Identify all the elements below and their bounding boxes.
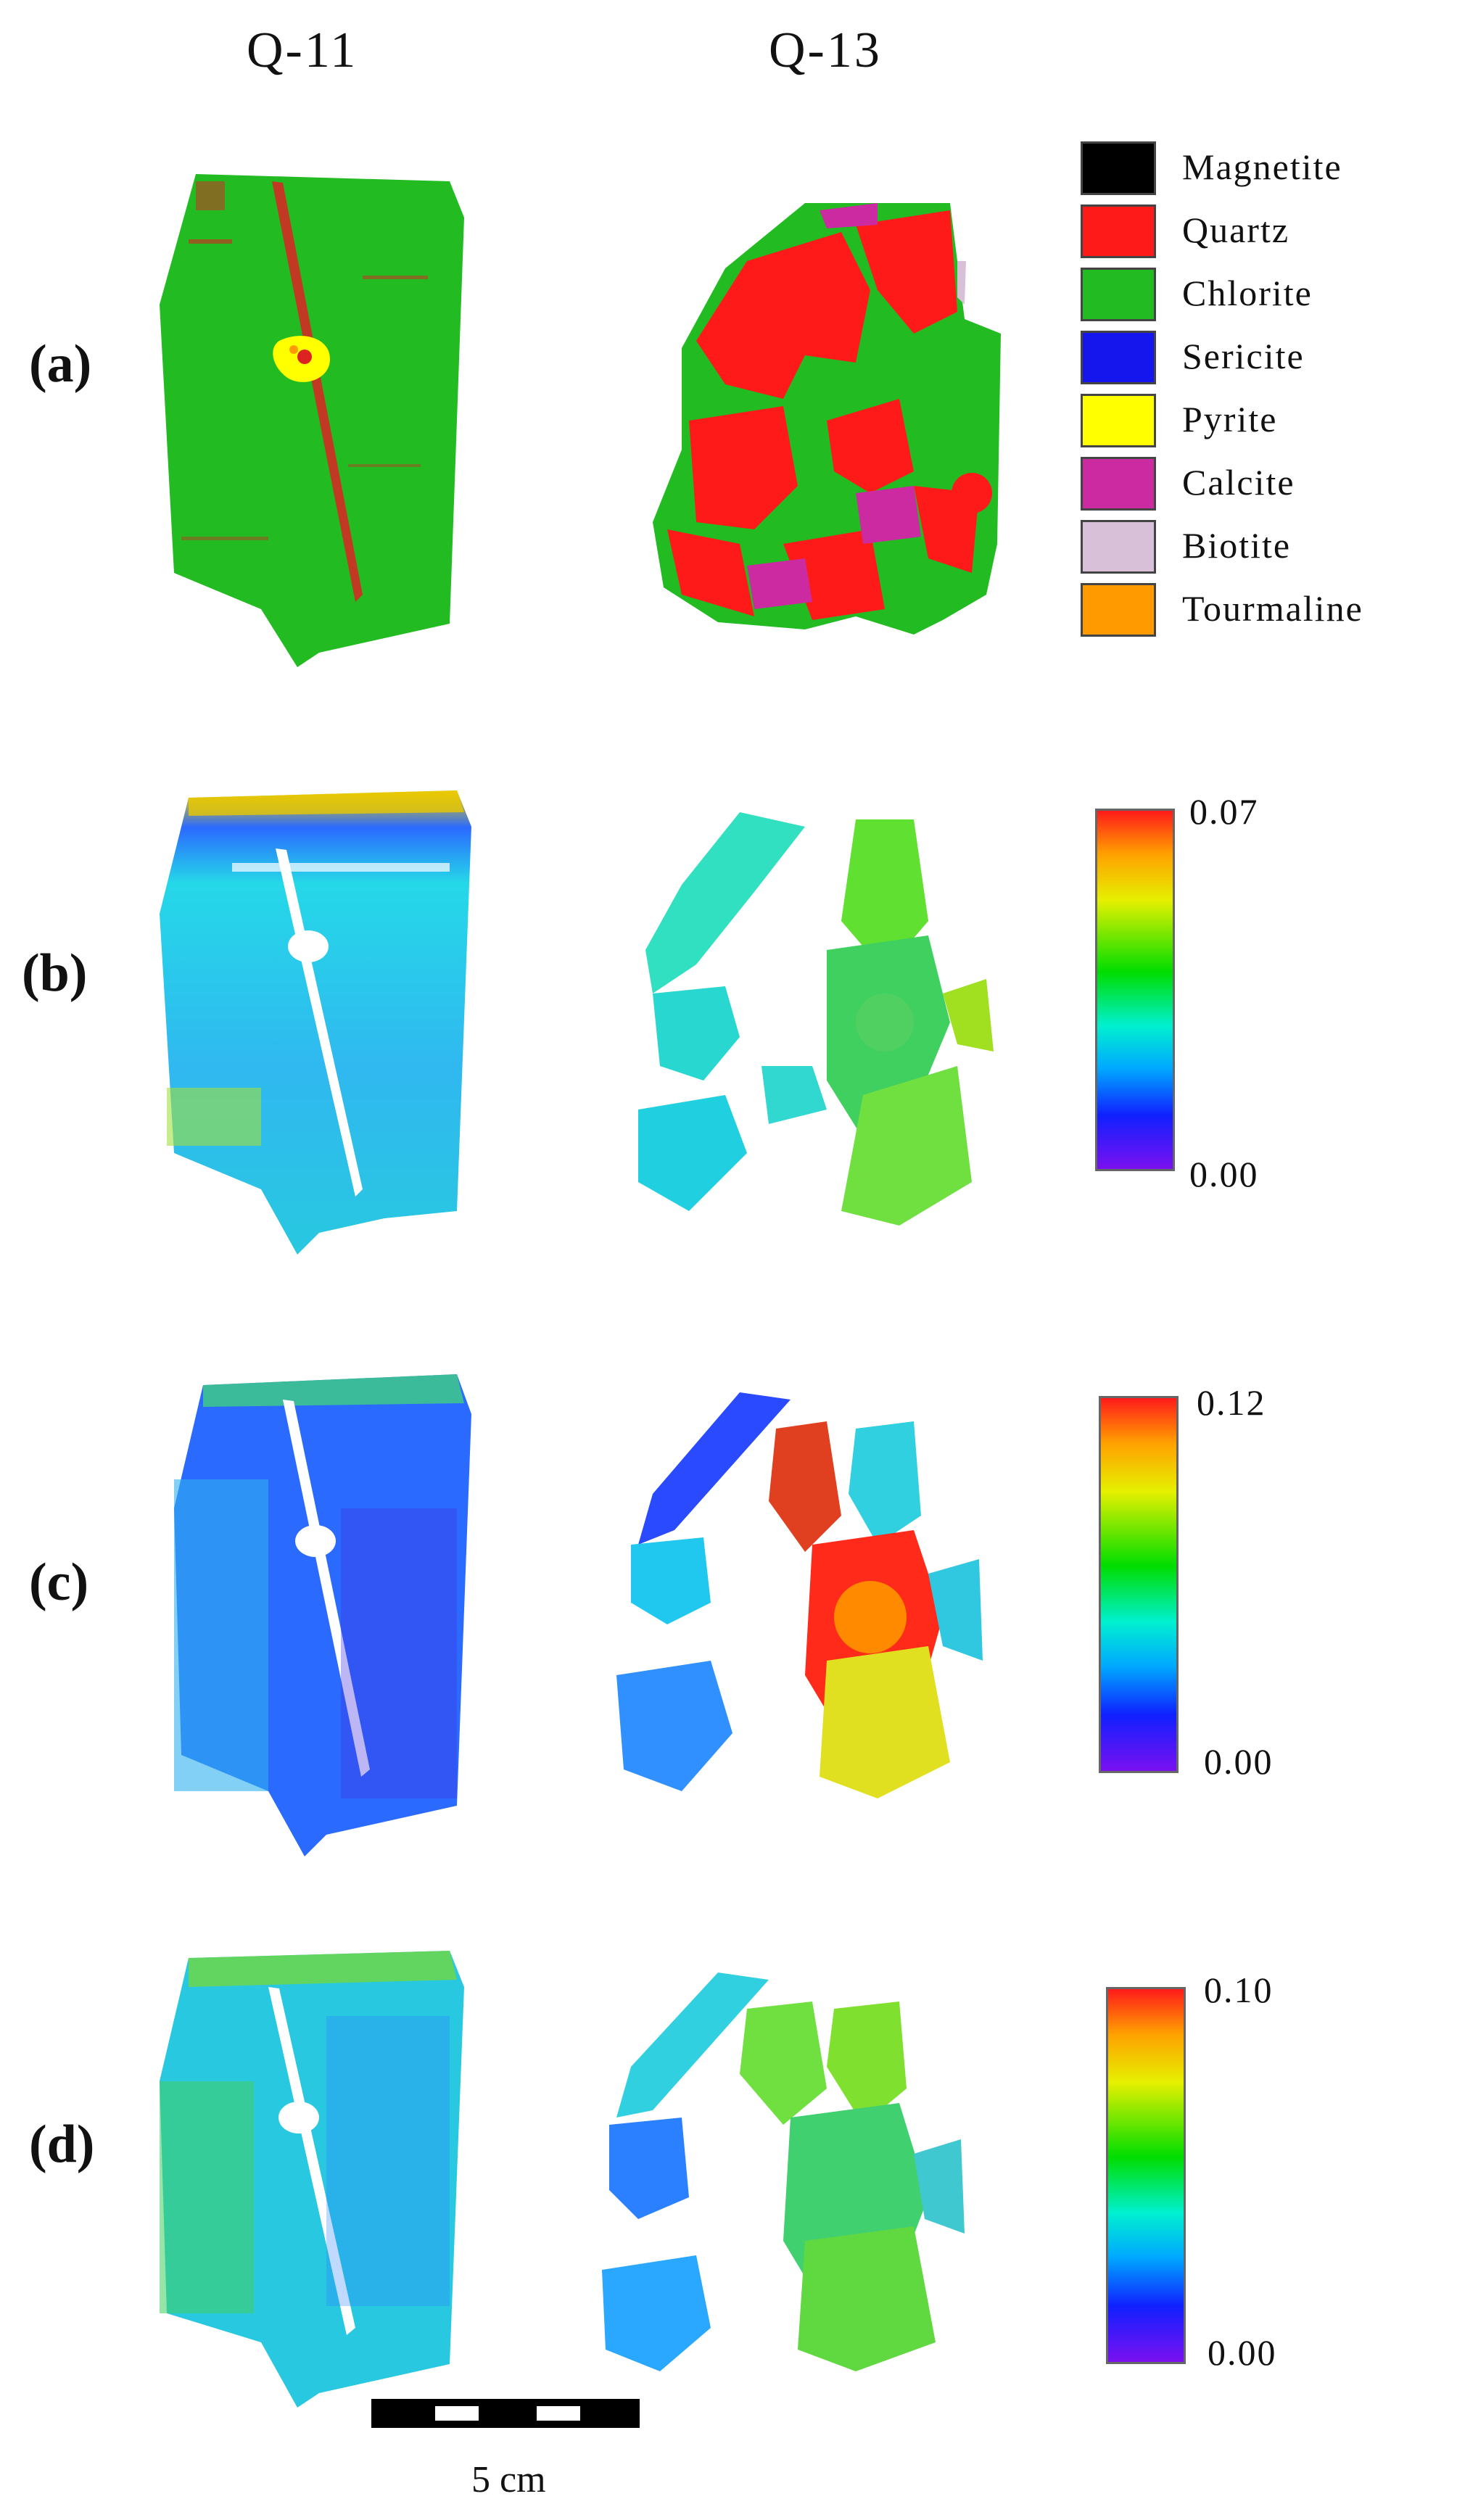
- scale-bar-label: 5 cm: [471, 2459, 546, 2500]
- legend-label-calcite: Calcite: [1182, 462, 1295, 503]
- legend-label-biotite: Biotite: [1182, 525, 1292, 566]
- heatmap-q11-d: [160, 1951, 464, 2408]
- legend-swatch-calcite: [1081, 457, 1156, 511]
- legend-label-quartz: Quartz: [1182, 210, 1290, 250]
- legend-swatch-quartz: [1081, 205, 1156, 258]
- row-label-a: (a): [29, 334, 92, 394]
- colorbar-d: [1106, 1987, 1186, 2364]
- legend-item-tourmaline: Tourmaline: [1081, 583, 1443, 638]
- heatmap-q11-c: [174, 1374, 471, 1856]
- legend-item-magnetite: Magnetite: [1081, 141, 1443, 197]
- mineral-map-q11: [160, 174, 464, 667]
- legend-item-pyrite: Pyrite: [1081, 394, 1443, 449]
- row-label-b: (b): [22, 943, 88, 1003]
- legend-item-sericite: Sericite: [1081, 331, 1443, 386]
- legend-label-magnetite: Magnetite: [1182, 146, 1342, 187]
- colorbar-c-min: 0.00: [1204, 1741, 1274, 1782]
- colorbar-c-max: 0.12: [1197, 1382, 1266, 1423]
- row-label-d: (d): [29, 2115, 95, 2174]
- colorbar-b: [1095, 809, 1175, 1171]
- heatmap-q13-d: [602, 1972, 965, 2371]
- legend-item-chlorite: Chlorite: [1081, 268, 1443, 323]
- mineral-map-q13: [653, 203, 1001, 635]
- heatmap-q11-b: [160, 790, 471, 1255]
- colorbar-d-min: 0.00: [1208, 2332, 1277, 2373]
- colorbar-b-min: 0.00: [1189, 1154, 1259, 1194]
- heatmap-q13-c: [616, 1392, 983, 1798]
- legend-swatch-tourmaline: [1081, 583, 1156, 637]
- column-title-q13: Q-13: [769, 22, 882, 78]
- colorbar-d-max: 0.10: [1204, 1970, 1274, 2010]
- legend-item-biotite: Biotite: [1081, 520, 1443, 575]
- legend-label-tourmaline: Tourmaline: [1182, 588, 1363, 629]
- legend-swatch-sericite: [1081, 331, 1156, 384]
- heatmap-q13-b: [638, 812, 994, 1226]
- column-title-q11: Q-11: [247, 22, 358, 78]
- legend-swatch-biotite: [1081, 520, 1156, 574]
- colorbar-c: [1099, 1396, 1179, 1773]
- scale-bar: [371, 2399, 640, 2428]
- colorbar-b-max: 0.07: [1189, 791, 1259, 832]
- legend-label-sericite: Sericite: [1182, 336, 1305, 376]
- legend-swatch-pyrite: [1081, 394, 1156, 447]
- legend-swatch-magnetite: [1081, 141, 1156, 195]
- legend-item-quartz: Quartz: [1081, 205, 1443, 260]
- legend-label-pyrite: Pyrite: [1182, 399, 1278, 439]
- row-label-c: (c): [29, 1553, 89, 1612]
- legend-swatch-chlorite: [1081, 268, 1156, 321]
- legend-item-calcite: Calcite: [1081, 457, 1443, 512]
- legend-label-chlorite: Chlorite: [1182, 273, 1313, 313]
